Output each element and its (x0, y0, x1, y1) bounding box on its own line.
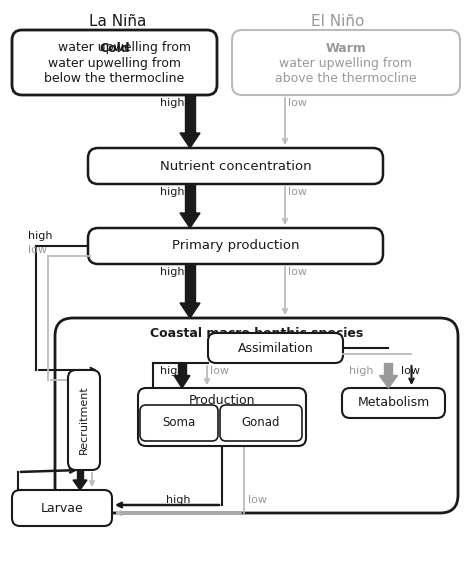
Polygon shape (180, 213, 200, 228)
FancyBboxPatch shape (342, 388, 445, 418)
Text: low: low (28, 245, 47, 255)
FancyBboxPatch shape (232, 30, 460, 95)
Polygon shape (384, 363, 392, 376)
Polygon shape (185, 184, 195, 213)
FancyBboxPatch shape (208, 333, 343, 363)
Text: Nutrient concentration: Nutrient concentration (160, 159, 311, 172)
Polygon shape (180, 133, 200, 148)
Text: above the thermocline: above the thermocline (275, 73, 417, 86)
Text: low: low (288, 98, 307, 108)
Text: Assimilation: Assimilation (237, 342, 313, 355)
Text: high: high (28, 231, 53, 241)
FancyBboxPatch shape (55, 318, 458, 513)
Text: water upwelling from: water upwelling from (48, 57, 181, 70)
Text: high: high (161, 366, 185, 376)
FancyBboxPatch shape (68, 370, 100, 470)
Text: Recruitment: Recruitment (79, 386, 89, 454)
Polygon shape (178, 363, 186, 376)
Text: Gonad: Gonad (242, 417, 280, 430)
Text: low: low (288, 267, 307, 277)
Text: Primary production: Primary production (172, 240, 299, 253)
Text: high: high (349, 366, 374, 376)
Text: El Niño: El Niño (311, 14, 365, 29)
FancyBboxPatch shape (140, 405, 218, 441)
Polygon shape (185, 264, 195, 303)
Polygon shape (185, 95, 195, 133)
Polygon shape (77, 470, 83, 480)
Text: high: high (161, 187, 185, 197)
Text: Coastal macro benthic species: Coastal macro benthic species (150, 328, 363, 340)
Text: below the thermocline: below the thermocline (45, 73, 185, 86)
FancyBboxPatch shape (88, 148, 383, 184)
Text: Metabolism: Metabolism (357, 397, 429, 410)
Text: high: high (161, 98, 185, 108)
Text: low: low (288, 187, 307, 197)
Text: Larvae: Larvae (41, 502, 83, 515)
Text: high: high (166, 495, 190, 505)
Text: La Niña: La Niña (89, 14, 146, 29)
Text: low: low (401, 366, 420, 376)
Polygon shape (73, 480, 87, 490)
FancyBboxPatch shape (220, 405, 302, 441)
Text: Warm: Warm (326, 42, 366, 54)
Text: low: low (248, 495, 267, 505)
FancyBboxPatch shape (88, 228, 383, 264)
Text: Cold: Cold (99, 42, 130, 54)
Text: high: high (161, 267, 185, 277)
Polygon shape (180, 303, 200, 318)
FancyBboxPatch shape (138, 388, 306, 446)
Text: Production: Production (189, 394, 255, 407)
FancyBboxPatch shape (12, 490, 112, 526)
Text: low: low (210, 366, 229, 376)
Text: water upwelling from: water upwelling from (38, 42, 191, 54)
Polygon shape (174, 376, 190, 388)
FancyBboxPatch shape (12, 30, 217, 95)
Polygon shape (380, 376, 398, 388)
Text: Soma: Soma (163, 417, 196, 430)
Text: water upwelling from: water upwelling from (280, 57, 412, 70)
